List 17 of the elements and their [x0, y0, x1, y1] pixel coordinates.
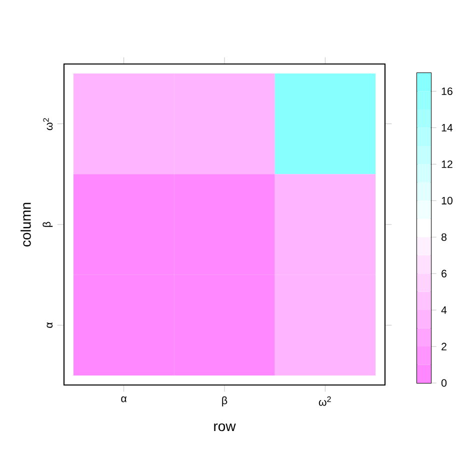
y-tick-label: α — [46, 322, 53, 328]
x-axis-title: row — [214, 423, 236, 432]
color-bar-label: 16 — [442, 87, 452, 96]
color-bar-label: 14 — [442, 124, 453, 132]
color-bar-label: 2 — [442, 342, 446, 350]
color-bar-label: 10 — [442, 196, 452, 204]
y-axis-title: column — [20, 202, 31, 246]
y-tick-label: β — [42, 222, 53, 227]
color-bar-label: 8 — [442, 233, 446, 241]
x-tick-label: ω$^{2}$ — [318, 396, 331, 406]
color-bar-label: 4 — [441, 306, 447, 314]
color-bar-label: 0 — [441, 379, 447, 387]
color-bar-label: 12 — [442, 160, 452, 168]
x-tick-label: β — [222, 396, 228, 406]
y-tick-label: ω$^{2}$ — [43, 118, 53, 130]
color-bar-label: 6 — [442, 270, 446, 278]
x-tick-label: α — [121, 396, 127, 402]
